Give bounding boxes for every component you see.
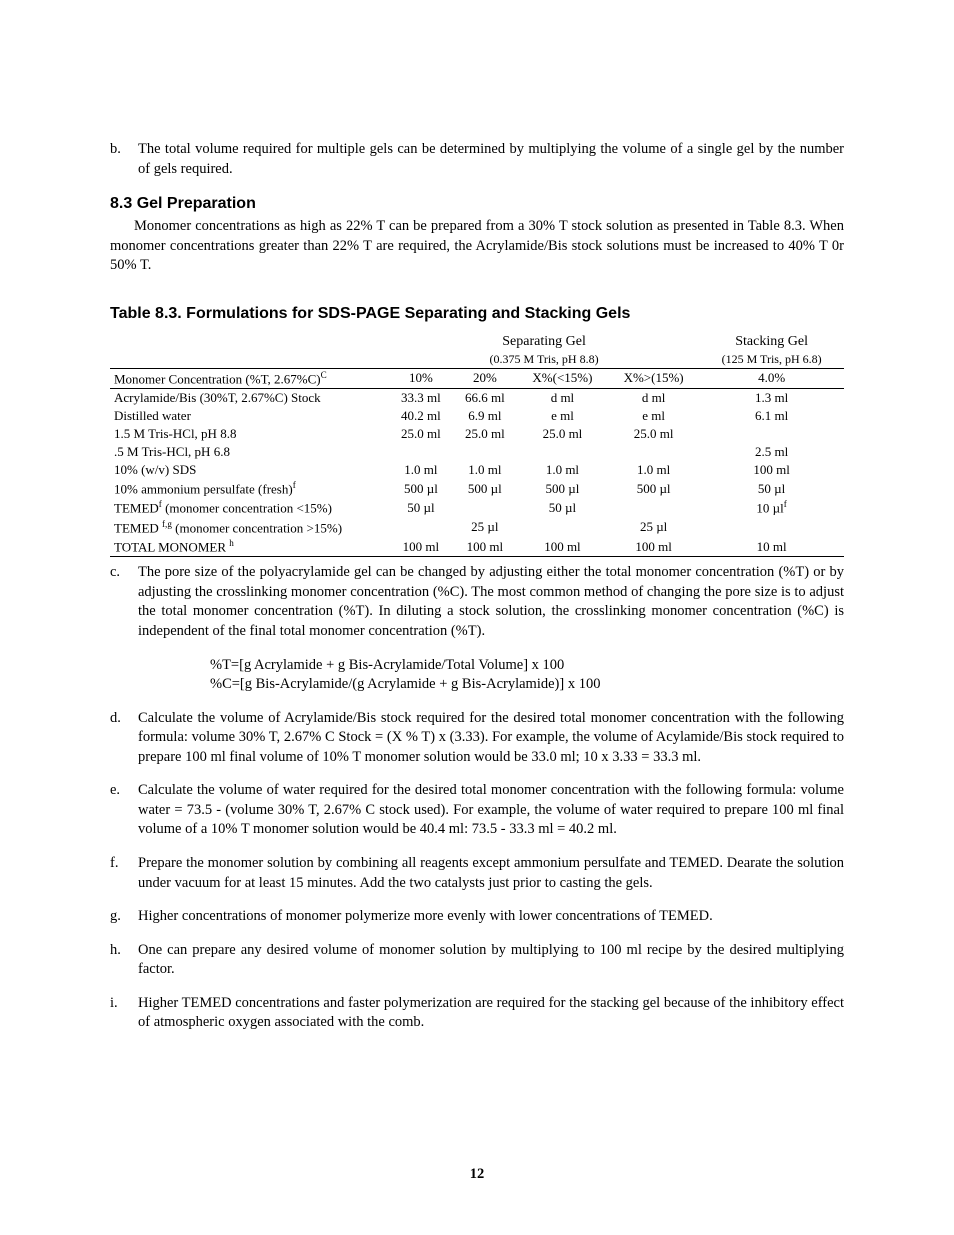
formula-line: %T=[g Acrylamide + g Bis-Acrylamide/Tota… — [210, 656, 844, 676]
table-cell — [453, 443, 517, 461]
table-row-label: Acrylamide/Bis (30%T, 2.67%C) Stock — [110, 388, 389, 407]
table-row-label: 10% (w/v) SDS — [110, 461, 389, 479]
table-row-label: 10% ammonium persulfate (fresh)f — [110, 479, 389, 498]
footnote-text: The pore size of the polyacrylamide gel … — [138, 563, 844, 641]
footnote-label: e. — [110, 781, 138, 840]
table-cell: 50 µl — [699, 479, 844, 498]
table-cell: 500 µl — [517, 479, 608, 498]
footnote-label: g. — [110, 907, 138, 927]
table-row-label: TEMEDf (monomer concentration <15%) — [110, 498, 389, 517]
col-group-stacking: Stacking Gel — [699, 333, 844, 351]
table-cell: 25.0 ml — [517, 425, 608, 443]
table-cell: d ml — [608, 388, 699, 407]
table-cell: 6.1 ml — [699, 407, 844, 425]
table-cell — [608, 443, 699, 461]
list-text: The total volume required for multiple g… — [138, 140, 844, 179]
formula-line: %C=[g Bis-Acrylamide/(g Acrylamide + g B… — [210, 675, 844, 695]
page-number: 12 — [0, 1166, 954, 1183]
table-cell: 25.0 ml — [608, 425, 699, 443]
table-row-label: TEMED f,g (monomer concentration >15%) — [110, 518, 389, 537]
table-cell — [453, 498, 517, 517]
table-cell: 1.0 ml — [517, 461, 608, 479]
footnote-text: Calculate the volume of water required f… — [138, 781, 844, 840]
footnote-label: c. — [110, 563, 138, 641]
col-group-separating: Separating Gel — [389, 333, 699, 351]
footnote-text: Prepare the monomer solution by combinin… — [138, 854, 844, 893]
col-sub-stacking: (125 M Tris, pH 6.8) — [699, 351, 844, 369]
col-lt15: X%(<15%) — [517, 368, 608, 388]
table-cell: 50 µl — [389, 498, 453, 517]
table-cell: e ml — [608, 407, 699, 425]
table-cell: 66.6 ml — [453, 388, 517, 407]
list-label: b. — [110, 140, 138, 179]
footnote-text: One can prepare any desired volume of mo… — [138, 941, 844, 980]
footnote-text: Higher concentrations of monomer polymer… — [138, 907, 844, 927]
footnote-label: d. — [110, 709, 138, 768]
table-cell — [699, 518, 844, 537]
formula-block: %T=[g Acrylamide + g Bis-Acrylamide/Tota… — [210, 656, 844, 695]
table-cell: 100 ml — [389, 537, 453, 557]
table-cell: 100 ml — [517, 537, 608, 557]
col-gt15: X%>(15%) — [608, 368, 699, 388]
table-cell: 1.3 ml — [699, 388, 844, 407]
col-stack: 4.0% — [699, 368, 844, 388]
table-cell: 50 µl — [517, 498, 608, 517]
table-cell: d ml — [517, 388, 608, 407]
table-row-label: .5 M Tris-HCl, pH 6.8 — [110, 443, 389, 461]
table-cell — [699, 425, 844, 443]
table-cell: 1.0 ml — [608, 461, 699, 479]
list-item-b: b. The total volume required for multipl… — [110, 140, 844, 179]
footnote: i.Higher TEMED concentrations and faster… — [110, 994, 844, 1033]
table-row-label: Distilled water — [110, 407, 389, 425]
footnote: f.Prepare the monomer solution by combin… — [110, 854, 844, 893]
col-20: 20% — [453, 368, 517, 388]
table-cell — [389, 518, 453, 537]
table-cell: 500 µl — [608, 479, 699, 498]
table-cell: 10 ml — [699, 537, 844, 557]
section-para: Monomer concentrations as high as 22% T … — [110, 217, 844, 276]
footnote: e.Calculate the volume of water required… — [110, 781, 844, 840]
table-caption: Table 8.3. Formulations for SDS-PAGE Sep… — [110, 304, 844, 325]
footnote-text: Calculate the volume of Acrylamide/Bis s… — [138, 709, 844, 768]
table-cell — [608, 498, 699, 517]
footnote: c.The pore size of the polyacrylamide ge… — [110, 563, 844, 641]
table-cell: 25 µl — [608, 518, 699, 537]
table-cell: 1.0 ml — [389, 461, 453, 479]
table-cell: 100 ml — [699, 461, 844, 479]
footnote-label: f. — [110, 854, 138, 893]
footnote-label: i. — [110, 994, 138, 1033]
table-cell: 10 µlf — [699, 498, 844, 517]
page: b. The total volume required for multipl… — [0, 0, 954, 1235]
table-body: Acrylamide/Bis (30%T, 2.67%C) Stock33.3 … — [110, 388, 844, 556]
section-heading: 8.3 Gel Preparation — [110, 195, 844, 213]
table-cell: 500 µl — [389, 479, 453, 498]
table-cell: 25 µl — [453, 518, 517, 537]
footnote: h.One can prepare any desired volume of … — [110, 941, 844, 980]
notes: c.The pore size of the polyacrylamide ge… — [110, 563, 844, 1033]
table-row-label: TOTAL MONOMER h — [110, 537, 389, 557]
table-cell: 6.9 ml — [453, 407, 517, 425]
table-cell: 2.5 ml — [699, 443, 844, 461]
col-sub-separating: (0.375 M Tris, pH 8.8) — [389, 351, 699, 369]
table-cell: 25.0 ml — [453, 425, 517, 443]
table-cell: e ml — [517, 407, 608, 425]
table-cell — [517, 518, 608, 537]
table-cell — [517, 443, 608, 461]
table-cell: 1.0 ml — [453, 461, 517, 479]
table-8-3: Separating Gel Stacking Gel (0.375 M Tri… — [110, 333, 844, 558]
footnote: g.Higher concentrations of monomer polym… — [110, 907, 844, 927]
table-cell: 500 µl — [453, 479, 517, 498]
table-cell — [389, 443, 453, 461]
footnote-label: h. — [110, 941, 138, 980]
footnote: d.Calculate the volume of Acrylamide/Bis… — [110, 709, 844, 768]
footnote-text: Higher TEMED concentrations and faster p… — [138, 994, 844, 1033]
table-cell: 33.3 ml — [389, 388, 453, 407]
table-cell: 40.2 ml — [389, 407, 453, 425]
table-cell: 100 ml — [453, 537, 517, 557]
col-10: 10% — [389, 368, 453, 388]
table-cell: 25.0 ml — [389, 425, 453, 443]
table-row-label: 1.5 M Tris-HCl, pH 8.8 — [110, 425, 389, 443]
table-cell: 100 ml — [608, 537, 699, 557]
table-row-label: Monomer Concentration (%T, 2.67%C)C — [110, 368, 389, 388]
